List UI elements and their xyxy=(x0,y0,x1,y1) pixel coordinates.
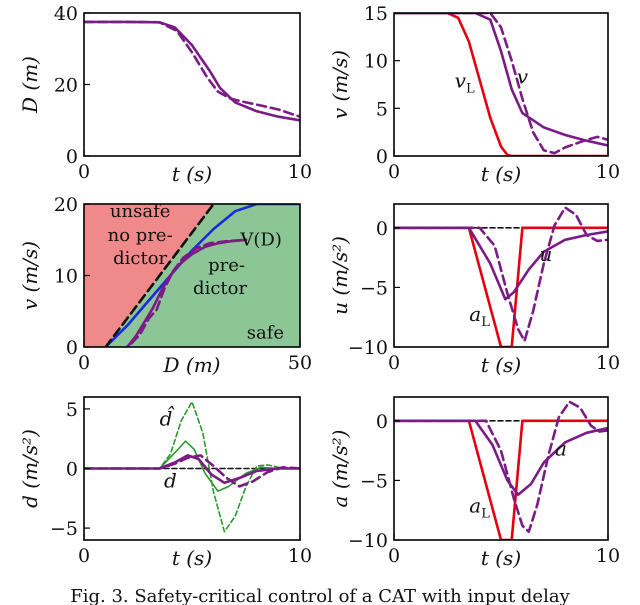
annotation: vL xyxy=(455,68,475,96)
region-unsafe xyxy=(84,204,214,347)
axes-frame xyxy=(393,396,609,541)
annotation: safe xyxy=(247,322,284,343)
y-axis-label: u (m/s²) xyxy=(328,236,352,315)
x-tick-label: 10 xyxy=(288,545,312,567)
plot-area xyxy=(394,206,608,347)
series-no-predictor xyxy=(84,20,300,118)
y-tick-label: 0 xyxy=(66,459,78,481)
annotation: a xyxy=(555,436,567,460)
x-tick-label: 0 xyxy=(388,545,400,567)
annotation: d̂ xyxy=(160,404,175,430)
annotation: aL xyxy=(469,302,490,330)
y-tick-label: 20 xyxy=(54,75,78,97)
series-d-no-predictor xyxy=(84,454,300,488)
x-axis-label: t (s) xyxy=(172,546,212,570)
annotation: dictor xyxy=(113,248,167,269)
y-tick-label: 20 xyxy=(54,194,78,216)
y-axis-label: D (m) xyxy=(18,56,42,114)
x-tick-label: 10 xyxy=(596,352,620,374)
y-tick-label: 0 xyxy=(376,411,388,433)
y-tick-label: 40 xyxy=(54,3,78,25)
plot-area xyxy=(394,400,608,540)
annotation: pre- xyxy=(208,255,245,276)
annotation: d xyxy=(164,469,177,493)
x-axis-label: t (s) xyxy=(481,546,521,570)
series-v-l xyxy=(394,13,608,156)
series-v-no-predictor xyxy=(394,13,608,155)
x-tick-label: 0 xyxy=(388,161,400,183)
x-tick-label: 10 xyxy=(596,545,620,567)
y-tick-label: −5 xyxy=(360,470,388,492)
plot-area xyxy=(84,204,300,347)
axes-frame xyxy=(393,12,609,157)
series-d-hat-no-predictor xyxy=(84,400,300,533)
y-axis-label: v (m/s) xyxy=(328,50,352,119)
y-tick-label: −10 xyxy=(348,337,388,359)
panel-a: 0 10 −10 −5 0 t (s) a (m/s²) a aL xyxy=(328,396,620,570)
x-axis-label: t (s) xyxy=(481,162,521,186)
series-no-predictor xyxy=(130,238,248,345)
axes-frame xyxy=(83,12,301,157)
y-tick-label: −5 xyxy=(360,277,388,299)
y-axis-label: v (m/s) xyxy=(18,241,42,310)
series-u-no-predictor xyxy=(394,206,608,343)
x-tick-label: 10 xyxy=(288,161,312,183)
plot-area xyxy=(84,20,300,122)
y-axis-label: a (m/s²) xyxy=(328,430,352,508)
y-tick-label: 10 xyxy=(364,51,388,73)
plot-area xyxy=(84,400,300,533)
y-tick-label: 0 xyxy=(66,337,78,359)
panel-D: 0 10 0 20 40 t (s) D (m) xyxy=(18,3,312,186)
series-boundary xyxy=(104,204,215,347)
annotation: unsafe xyxy=(110,201,170,222)
annotation: dictor xyxy=(193,278,247,299)
series-u-predictor xyxy=(394,226,608,301)
series-a-no-predictor xyxy=(394,400,608,534)
axes-frame xyxy=(393,203,609,348)
annotation: V(D) xyxy=(239,229,281,250)
annotation: u xyxy=(539,242,552,266)
x-axis-label: D (m) xyxy=(163,353,221,377)
region-safe xyxy=(105,204,300,347)
y-tick-label: −5 xyxy=(50,518,78,540)
panel-u: 0 10 −10 −5 0 t (s) u (m/s²) u aL xyxy=(328,203,620,377)
y-axis-label: d (m/s²) xyxy=(18,429,42,508)
series-v-predictor xyxy=(394,13,608,147)
x-axis-label: t (s) xyxy=(172,162,212,186)
figure-caption: Fig. 3. Safety-critical control of a CAT… xyxy=(70,586,570,605)
x-tick-label: 0 xyxy=(78,161,90,183)
y-tick-label: 0 xyxy=(376,218,388,240)
x-tick-label: 0 xyxy=(78,352,90,374)
y-tick-label: 0 xyxy=(376,146,388,168)
y-tick-label: 5 xyxy=(66,399,78,421)
series-a-predictor xyxy=(394,419,608,497)
series-predictor xyxy=(84,20,300,122)
y-tick-label: −10 xyxy=(348,530,388,552)
series-d-hat-predictor xyxy=(84,440,300,492)
y-tick-label: 15 xyxy=(364,3,388,25)
x-axis-label: t (s) xyxy=(481,353,521,377)
x-tick-label: 0 xyxy=(78,545,90,567)
panel-v: 0 10 0 5 10 15 t (s) v (m/s) vL v xyxy=(328,3,620,186)
x-tick-label: 0 xyxy=(388,352,400,374)
y-tick-label: 5 xyxy=(376,98,388,120)
x-tick-label: 50 xyxy=(288,352,312,374)
annotation: aL xyxy=(469,494,490,522)
y-tick-label: 10 xyxy=(54,266,78,288)
plot-area xyxy=(394,13,608,156)
annotation: v xyxy=(517,65,529,89)
annotation: no pre- xyxy=(108,225,173,246)
y-tick-label: 0 xyxy=(66,146,78,168)
x-tick-label: 10 xyxy=(596,161,620,183)
